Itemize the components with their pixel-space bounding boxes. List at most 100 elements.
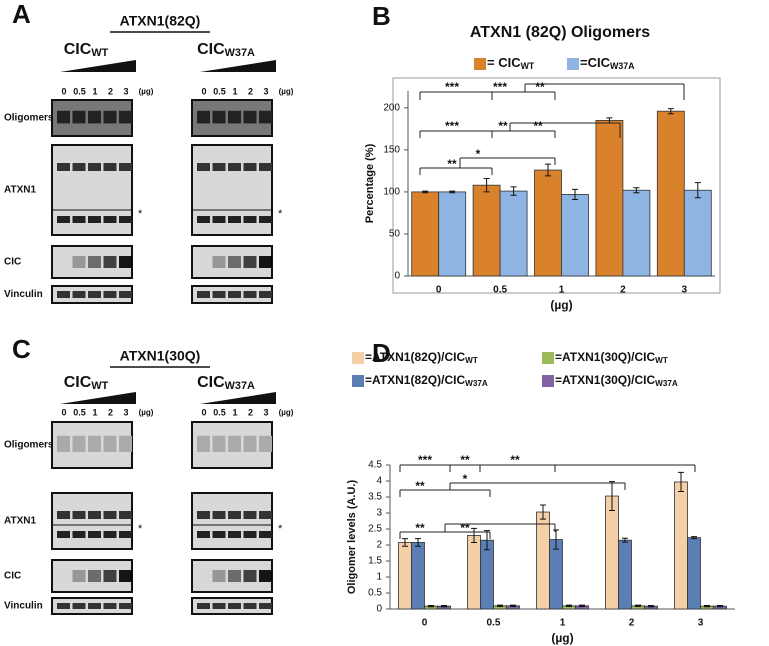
x-tick-label: 3 xyxy=(682,285,688,296)
dose-label: 2 xyxy=(108,86,113,96)
bar xyxy=(549,539,563,610)
dose-label: 0.5 xyxy=(213,86,226,96)
significance-stars: * xyxy=(476,147,481,161)
band xyxy=(72,531,86,538)
band xyxy=(228,216,241,223)
band xyxy=(212,110,226,124)
y-tick-label: 200 xyxy=(383,102,400,113)
bar xyxy=(536,511,550,610)
y-tick-label: 1.5 xyxy=(368,556,382,567)
bar xyxy=(622,189,651,277)
group-label-sub: W37A xyxy=(225,380,255,392)
x-tick-label: 0.5 xyxy=(493,285,507,296)
band xyxy=(88,110,101,124)
band xyxy=(119,216,132,223)
y-tick-label: 100 xyxy=(383,187,400,198)
group-label: CICWT xyxy=(64,41,109,59)
band xyxy=(212,531,226,538)
legend-label-sub: W37A xyxy=(655,379,678,388)
band xyxy=(72,511,86,519)
dose-label: 0.5 xyxy=(73,86,86,96)
x-axis-title: (µg) xyxy=(551,631,573,645)
legend-swatch xyxy=(352,352,364,364)
band xyxy=(88,256,101,268)
dose-wedge xyxy=(200,392,276,404)
y-tick-label: 3 xyxy=(376,508,382,519)
error-bar xyxy=(510,186,517,196)
band xyxy=(197,511,210,519)
legend-label-sub: WT xyxy=(465,356,478,365)
band xyxy=(57,531,70,538)
bar xyxy=(499,190,528,277)
y-tick-label: 2.5 xyxy=(368,524,382,535)
row-label: CIC xyxy=(4,257,21,268)
error-bar xyxy=(704,604,710,608)
bar xyxy=(687,537,701,610)
band xyxy=(57,216,70,223)
band xyxy=(259,291,272,298)
band xyxy=(103,256,117,268)
band xyxy=(228,435,241,452)
legend-swatch xyxy=(352,375,364,387)
legend-label: =ATXN1(82Q)/CICWT xyxy=(365,350,478,365)
dose-label: 2 xyxy=(248,407,253,417)
legend-label: =ATXN1(30Q)/CICW37A xyxy=(555,373,678,388)
error-bar xyxy=(566,604,572,607)
band xyxy=(119,291,132,298)
blot-title: ATXN1(30Q) xyxy=(120,348,201,364)
error-bar xyxy=(484,530,490,551)
band xyxy=(197,603,210,609)
band xyxy=(243,216,257,223)
band xyxy=(197,110,210,124)
y-tick-label: 0 xyxy=(394,271,400,282)
dose-unit: (µg) xyxy=(279,408,294,417)
bar xyxy=(683,189,712,277)
band xyxy=(119,511,132,519)
error-bar xyxy=(572,188,578,200)
band xyxy=(57,291,70,298)
x-tick-label: 0 xyxy=(436,285,442,296)
band xyxy=(243,531,257,538)
dose-label: 3 xyxy=(123,407,128,417)
band xyxy=(88,163,101,171)
significance-stars: ** xyxy=(533,119,543,133)
band xyxy=(88,511,101,519)
band xyxy=(72,291,86,298)
bar xyxy=(561,194,589,277)
bar xyxy=(411,542,425,610)
x-tick-label: 1 xyxy=(559,285,565,296)
band xyxy=(228,163,241,171)
dose-wedge xyxy=(60,60,136,72)
dose-unit: (µg) xyxy=(139,87,154,96)
band xyxy=(119,163,132,171)
y-tick-label: 4.5 xyxy=(368,460,382,471)
band xyxy=(103,435,117,452)
band xyxy=(259,216,272,223)
error-bar xyxy=(545,163,551,177)
legend-swatch xyxy=(474,58,486,70)
chart-title: ATXN1 (82Q) Oligomers xyxy=(470,24,650,41)
error-bar xyxy=(667,108,674,115)
band xyxy=(228,531,241,538)
band xyxy=(259,256,272,268)
band xyxy=(228,291,241,298)
band xyxy=(243,435,257,452)
dose-unit: (µg) xyxy=(279,87,294,96)
error-bar xyxy=(717,604,723,608)
significance-stars: *** xyxy=(418,453,432,467)
band xyxy=(119,256,132,268)
bar xyxy=(605,495,619,610)
row-label: Vinculin xyxy=(4,289,43,300)
dose-unit: (µg) xyxy=(139,408,154,417)
bar xyxy=(534,169,562,277)
legend-label-sub: W37A xyxy=(465,379,488,388)
legend-label-main: =ATXN1(30Q)/CIC xyxy=(555,350,655,364)
dose-label: 2 xyxy=(108,407,113,417)
error-bar xyxy=(510,604,516,607)
legend-label: =ATXN1(30Q)/CICWT xyxy=(555,350,668,365)
row-label: ATXN1 xyxy=(4,185,36,196)
legend-label: =ATXN1(82Q)/CICW37A xyxy=(365,373,488,388)
y-axis-title: Percentage (%) xyxy=(364,143,376,223)
marker: * xyxy=(278,523,283,535)
bar xyxy=(411,191,440,277)
